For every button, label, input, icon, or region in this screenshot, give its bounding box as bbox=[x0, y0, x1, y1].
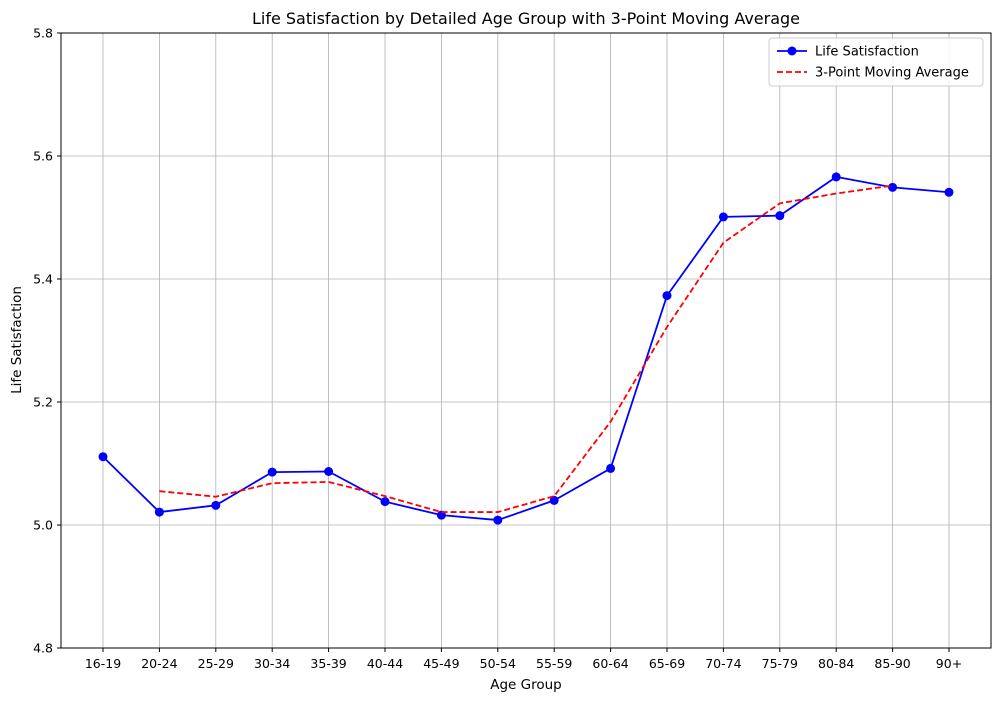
x-tick-label-16-19: 16-19 bbox=[85, 656, 121, 671]
legend-box bbox=[768, 37, 984, 87]
data-point-life-satisfaction bbox=[662, 291, 672, 301]
data-point-life-satisfaction bbox=[944, 187, 954, 197]
x-tick-label-75-79: 75-79 bbox=[762, 656, 798, 671]
data-point-life-satisfaction bbox=[549, 495, 559, 505]
series-line-life-satisfaction bbox=[102, 176, 950, 521]
data-point-life-satisfaction bbox=[606, 463, 616, 473]
data-point-life-satisfaction bbox=[831, 172, 841, 182]
plot-frame bbox=[60, 32, 992, 649]
data-point-life-satisfaction bbox=[888, 182, 898, 192]
x-axis-label: Age Group bbox=[490, 677, 562, 693]
series-line-3-point-moving-average bbox=[159, 184, 893, 513]
y-tick-label: 4.8 bbox=[33, 641, 53, 656]
y-tick-label: 5.4 bbox=[33, 272, 53, 287]
x-tick-label-80-84: 80-84 bbox=[818, 656, 854, 671]
legend: Life Satisfaction 3-Point Moving Average bbox=[768, 37, 984, 87]
x-tick-label-30-34: 30-34 bbox=[254, 656, 290, 671]
y-tick-label: 5.6 bbox=[33, 149, 53, 164]
x-tick-label-60-64: 60-64 bbox=[592, 656, 628, 671]
data-point-life-satisfaction bbox=[775, 211, 785, 221]
x-axis-ticks: 16-19 20-24 25-29 30-34 35-39 40-44 45-49 50-54… bbox=[85, 648, 962, 671]
y-axis-label: Life Satisfaction bbox=[9, 286, 25, 394]
series-layer bbox=[98, 172, 954, 525]
x-tick-label-25-29: 25-29 bbox=[198, 656, 234, 671]
x-tick-label-45-49: 45-49 bbox=[423, 656, 459, 671]
y-tick-label: 5.8 bbox=[33, 26, 53, 41]
x-tick-label-90: 90+ bbox=[936, 656, 962, 671]
data-point-life-satisfaction bbox=[267, 467, 277, 477]
x-tick-label-40-44: 40-44 bbox=[367, 656, 403, 671]
data-point-life-satisfaction bbox=[718, 212, 728, 222]
chart-title: Life Satisfaction by Detailed Age Group … bbox=[252, 9, 800, 28]
data-point-life-satisfaction bbox=[211, 500, 221, 510]
data-point-life-satisfaction bbox=[380, 497, 390, 507]
x-tick-label-70-74: 70-74 bbox=[705, 656, 741, 671]
x-tick-label-65-69: 65-69 bbox=[649, 656, 685, 671]
x-tick-label-20-24: 20-24 bbox=[141, 656, 177, 671]
legend-label-moving-average: 3-Point Moving Average bbox=[815, 66, 969, 81]
legend-label-life-satisfaction: Life Satisfaction bbox=[815, 45, 919, 60]
data-point-life-satisfaction bbox=[324, 466, 334, 476]
y-tick-label: 5.2 bbox=[33, 395, 53, 410]
data-point-life-satisfaction bbox=[98, 452, 108, 462]
x-tick-label-50-54: 50-54 bbox=[480, 656, 516, 671]
data-point-life-satisfaction bbox=[493, 515, 503, 525]
legend-marker-life-satisfaction bbox=[787, 46, 797, 56]
x-tick-label-85-90: 85-90 bbox=[874, 656, 910, 671]
y-axis-ticks: 4.8 5.0 5.2 5.4 5.6 5.8 bbox=[33, 26, 61, 656]
x-tick-label-35-39: 35-39 bbox=[310, 656, 346, 671]
y-tick-label: 5.0 bbox=[33, 518, 53, 533]
x-tick-label-55-59: 55-59 bbox=[536, 656, 572, 671]
data-point-life-satisfaction bbox=[154, 507, 164, 517]
